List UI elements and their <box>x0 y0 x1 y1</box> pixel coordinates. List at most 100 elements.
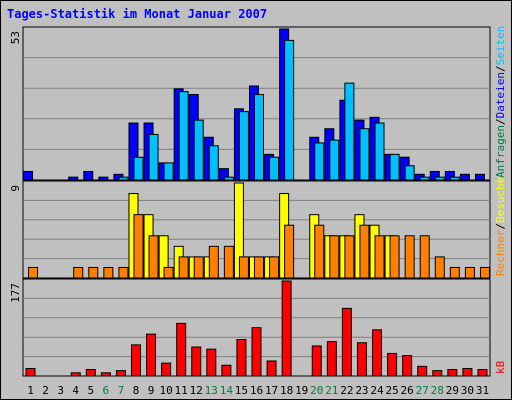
bar-dateien-day-26 <box>404 165 415 181</box>
bar-kb-day-21 <box>326 341 337 377</box>
bar-kb-day-7 <box>115 370 126 377</box>
bar-rechner-day-27 <box>419 235 430 279</box>
bar-rechner-day-23 <box>359 224 370 279</box>
panel-middle-legend: Rechner/Besuche <box>494 177 507 276</box>
bar-kb-day-4 <box>70 372 81 377</box>
bar-rechner-day-4 <box>73 266 84 279</box>
bar-kb-day-28 <box>432 370 443 377</box>
x-tick-label-day-6: 6 <box>103 384 110 397</box>
bar-dateien-day-13 <box>208 145 219 181</box>
bar-dateien-day-20 <box>314 142 325 181</box>
bar-rechner-day-24 <box>374 235 385 279</box>
x-tick-label-day-25: 25 <box>385 384 398 397</box>
bar-kb-day-6 <box>100 372 111 377</box>
bar-rechner-day-11 <box>178 256 189 279</box>
x-tick-label-day-31: 31 <box>476 384 489 397</box>
x-tick-label-day-20: 20 <box>310 384 323 397</box>
bar-rechner-day-5 <box>88 266 99 279</box>
bar-kb-day-26 <box>402 355 413 377</box>
legend-label: Besuche <box>494 177 507 223</box>
bar-rechner-day-31 <box>479 266 490 279</box>
bar-dateien-day-9 <box>148 133 159 181</box>
bar-rechner-day-22 <box>344 235 355 279</box>
bar-kb-day-17 <box>266 360 277 377</box>
bar-rechner-day-28 <box>434 256 445 279</box>
x-tick-label-day-12: 12 <box>190 384 203 397</box>
x-tick-label-day-30: 30 <box>461 384 474 397</box>
bar-rechner-day-6 <box>103 266 114 279</box>
bar-rechner-day-26 <box>404 235 415 279</box>
bar-kb-day-24 <box>372 329 383 377</box>
x-tick-label-day-28: 28 <box>431 384 444 397</box>
chart-title: Tages-Statistik im Monat Januar 2007 <box>7 7 268 21</box>
bar-anfragen-day-5 <box>83 170 94 181</box>
x-tick-label-day-1: 1 <box>27 384 34 397</box>
panel-bottom-legend: kB <box>494 360 507 374</box>
bar-kb-day-22 <box>341 307 352 377</box>
bar-kb-day-29 <box>447 369 458 377</box>
panel-top-legend: Anfragen/Dateien/Seiten <box>494 26 507 178</box>
bar-dateien-day-8 <box>133 156 144 181</box>
bar-dateien-day-21 <box>329 139 340 181</box>
x-tick-label-day-21: 21 <box>325 384 338 397</box>
bar-rechner-day-20 <box>314 224 325 279</box>
x-tick-label-day-29: 29 <box>446 384 459 397</box>
bar-kb-day-15 <box>236 339 247 377</box>
bar-rechner-day-29 <box>449 266 460 279</box>
bar-rechner-day-21 <box>329 235 340 279</box>
bar-rechner-day-12 <box>193 256 204 279</box>
bar-kb-day-14 <box>221 364 232 377</box>
x-tick-label-day-14: 14 <box>220 384 234 397</box>
x-tick-label-day-13: 13 <box>205 384 218 397</box>
x-tick-label-day-17: 17 <box>265 384 278 397</box>
bar-dateien-day-11 <box>178 91 189 181</box>
bar-anfragen-day-6 <box>98 176 109 181</box>
legend-label: Anfragen <box>494 125 507 178</box>
legend-label: / <box>494 65 507 72</box>
bar-dateien-day-10 <box>163 162 174 181</box>
bar-rechner-day-16 <box>254 256 264 279</box>
bar-kb-day-11 <box>176 322 187 377</box>
bar-kb-day-12 <box>191 346 202 377</box>
bar-kb-day-16 <box>251 327 262 377</box>
bar-kb-day-20 <box>311 345 322 377</box>
x-tick-label-day-26: 26 <box>401 384 414 397</box>
x-tick-label-day-15: 15 <box>235 384 248 397</box>
bar-rechner-day-30 <box>464 266 475 279</box>
bar-dateien-day-12 <box>193 119 204 181</box>
bar-dateien-day-25 <box>389 153 400 181</box>
bar-dateien-day-29 <box>449 176 460 181</box>
x-tick-label-day-10: 10 <box>159 384 172 397</box>
bar-kb-day-9 <box>146 333 157 377</box>
bar-kb-day-23 <box>356 342 367 377</box>
x-tick-label-day-8: 8 <box>133 384 140 397</box>
bar-rechner-day-25 <box>389 235 400 279</box>
bar-rechner-day-17 <box>269 256 280 279</box>
bar-dateien-day-7 <box>118 176 129 181</box>
bar-kb-day-18 <box>281 280 292 377</box>
legend-label: / <box>494 223 507 230</box>
bar-kb-day-30 <box>462 367 473 377</box>
x-tick-label-day-2: 2 <box>42 384 49 397</box>
bar-dateien-day-14 <box>223 176 234 181</box>
bar-rechner-day-1 <box>28 266 39 279</box>
bar-rechner-day-14 <box>223 245 234 279</box>
bar-dateien-day-23 <box>359 128 370 181</box>
x-tick-label-day-4: 4 <box>72 384 79 397</box>
bar-rechner-day-13 <box>208 245 219 279</box>
bar-dateien-day-22 <box>344 82 355 181</box>
bar-anfragen-day-1 <box>23 170 34 181</box>
bar-rechner-day-9 <box>148 235 159 279</box>
bar-kb-day-1 <box>25 367 36 377</box>
bar-kb-day-25 <box>387 352 398 377</box>
x-tick-label-day-22: 22 <box>340 384 353 397</box>
bar-kb-day-31 <box>477 369 488 377</box>
bar-dateien-day-28 <box>434 176 445 181</box>
x-tick-label-day-27: 27 <box>416 384 429 397</box>
bar-dateien-day-16 <box>254 94 264 181</box>
bar-rechner-day-7 <box>118 266 129 279</box>
bar-kb-day-27 <box>417 365 428 377</box>
panel-top-max-label: 53 <box>9 31 22 44</box>
bar-rechner-day-8 <box>133 214 144 279</box>
